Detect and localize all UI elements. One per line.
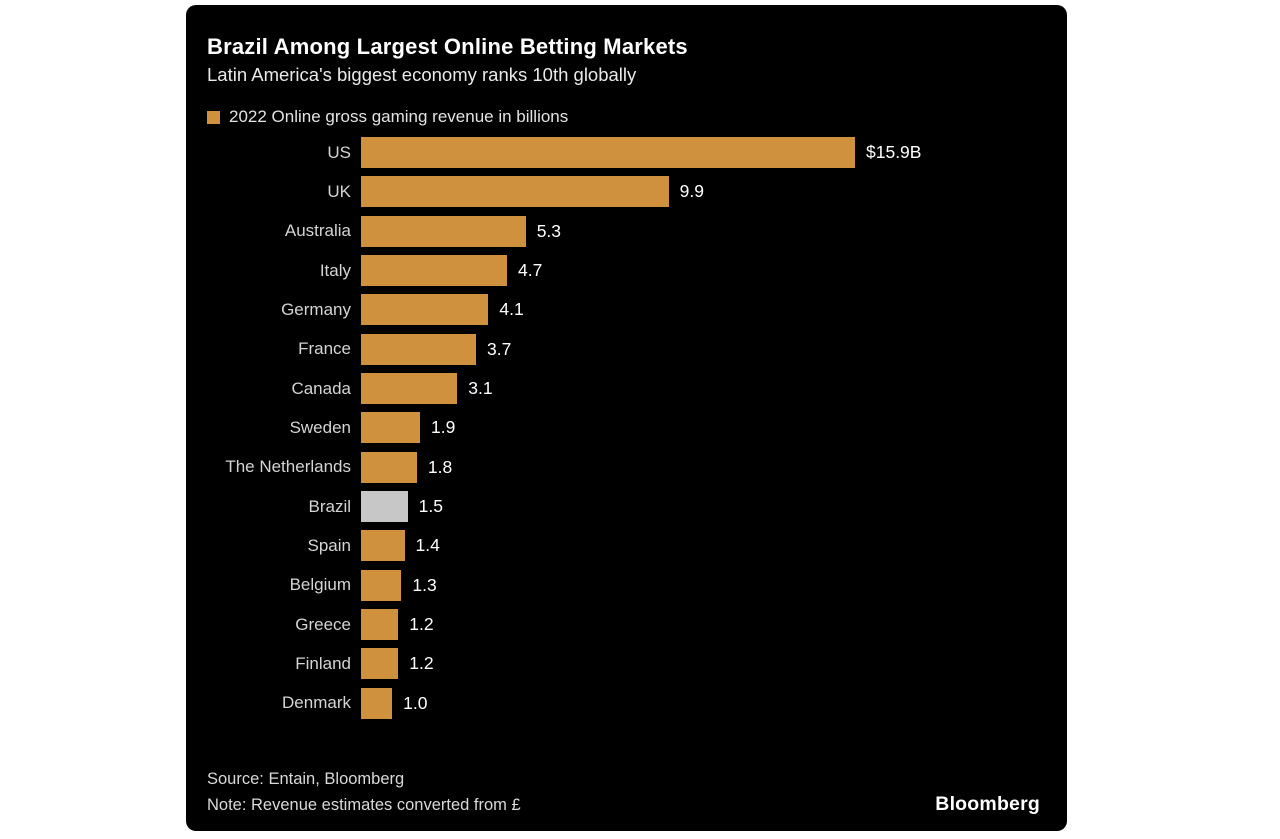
footer: Source: Entain, Bloomberg Note: Revenue …: [207, 766, 1040, 818]
country-label: Brazil: [308, 496, 351, 516]
bar: [361, 569, 402, 601]
country-label: Germany: [281, 299, 351, 319]
value-label: 3.1: [468, 378, 493, 399]
value-label: 4.1: [499, 299, 524, 320]
bar: [361, 530, 405, 562]
bar: [361, 648, 399, 680]
value-label: 5.3: [536, 220, 562, 241]
chart-row: France 3.7: [207, 330, 1067, 369]
country-label: US: [327, 142, 351, 162]
country-label: UK: [327, 181, 351, 201]
legend-label: 2022 Online gross gaming revenue in bill…: [229, 107, 569, 126]
bar: [361, 215, 526, 247]
bar: [361, 451, 417, 483]
chart-row: Finland 1.2: [207, 644, 1067, 683]
chart-row: Germany 4.1: [207, 290, 1067, 329]
chart-row: Brazil 1.5: [207, 487, 1067, 526]
value-label: 1.8: [427, 456, 453, 477]
value-label: 3.7: [487, 338, 512, 359]
chart-panel: Brazil Among Largest Online Betting Mark…: [186, 5, 1067, 831]
country-label: Australia: [284, 221, 351, 241]
chart-row: The Netherlands 1.8: [207, 448, 1067, 487]
bar: [361, 137, 855, 169]
value-label: 1.2: [409, 614, 434, 635]
chart-row: Belgium 1.3: [207, 566, 1067, 605]
bar: [361, 491, 408, 523]
bar: [361, 333, 476, 365]
chart-row: Greece 1.2: [207, 605, 1067, 644]
note-line: Note: Revenue estimates converted from £: [207, 796, 521, 814]
country-label: Sweden: [289, 417, 351, 437]
chart-row: Australia 5.3: [207, 212, 1067, 251]
chart-row: US $15.9B: [207, 133, 1067, 172]
value-label: 1.5: [418, 496, 443, 517]
bar: [361, 412, 420, 444]
bar: [361, 255, 507, 287]
value-label: $15.9B: [866, 142, 922, 163]
bar-chart: US $15.9B UK 9.9 Australia 5.3 Italy 4.7 Germany…: [207, 133, 1067, 723]
source-line: Source: Entain, Bloomberg: [207, 770, 405, 788]
country-label: Belgium: [289, 575, 351, 595]
legend: 2022 Online gross gaming revenue in bill…: [207, 107, 1067, 126]
chart-row: Denmark 1.0: [207, 684, 1067, 723]
country-label: Finland: [295, 653, 351, 673]
value-label: 1.3: [412, 574, 437, 595]
chart-subtitle: Latin America's biggest economy ranks 10…: [207, 64, 637, 85]
value-label: 1.4: [415, 535, 440, 556]
chart-row: UK 9.9: [207, 172, 1067, 211]
value-label: 4.7: [518, 260, 543, 281]
value-label: 1.2: [409, 653, 434, 674]
legend-swatch-icon: [207, 110, 220, 124]
chart-row: Italy 4.7: [207, 251, 1067, 290]
bar: [361, 373, 458, 405]
bar: [361, 687, 393, 719]
country-label: The Netherlands: [225, 457, 351, 477]
country-label: Italy: [319, 260, 351, 280]
bar: [361, 176, 669, 208]
country-label: Denmark: [282, 693, 351, 713]
country-label: France: [298, 339, 351, 359]
country-label: Spain: [307, 535, 351, 555]
country-label: Canada: [291, 378, 351, 398]
value-label: 1.0: [403, 692, 428, 713]
chart-row: Spain 1.4: [207, 526, 1067, 565]
footer-notes: Source: Entain, Bloomberg Note: Revenue …: [207, 766, 521, 818]
chart-row: Sweden 1.9: [207, 408, 1067, 447]
bar: [361, 609, 399, 641]
value-label: 1.9: [431, 417, 456, 438]
chart-row: Canada 3.1: [207, 369, 1067, 408]
bloomberg-logo: Bloomberg: [935, 793, 1040, 815]
value-label: 9.9: [679, 181, 704, 202]
bar: [361, 294, 489, 326]
country-label: Greece: [295, 614, 351, 634]
chart-title: Brazil Among Largest Online Betting Mark…: [207, 34, 688, 59]
